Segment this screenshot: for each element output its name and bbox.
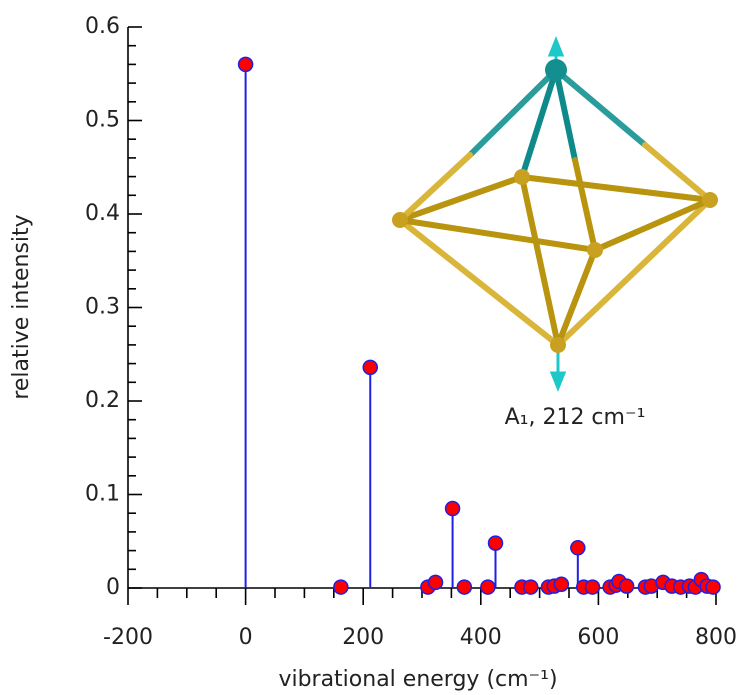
stem-marker [553, 576, 570, 593]
y-tick-label: 0.2 [85, 388, 120, 413]
stem-marker [237, 56, 254, 73]
x-tick-label: -200 [103, 625, 153, 650]
y-tick-label: 0.3 [85, 295, 120, 320]
stem-marker [705, 579, 721, 595]
x-tick-label: 0 [239, 625, 253, 650]
x-tick-label: 600 [577, 625, 619, 650]
y-tick-label: 0.4 [85, 201, 120, 226]
stem-marker [333, 579, 349, 595]
stem-marker [480, 579, 496, 595]
y-tick-label: 0.1 [85, 482, 120, 507]
stem-marker [456, 579, 473, 595]
stem-marker [584, 579, 601, 595]
y-tick-label: 0.6 [85, 14, 120, 39]
stem-marker [427, 574, 444, 591]
x-tick-label: 400 [460, 625, 502, 650]
y-axis-label: relative intensity [9, 214, 34, 399]
y-tick-label: 0 [106, 575, 120, 600]
y-tick-label: 0.5 [85, 108, 120, 133]
x-tick-label: 200 [342, 625, 384, 650]
stem-marker [444, 500, 461, 517]
x-axis-label: vibrational energy (cm⁻¹) [278, 667, 557, 692]
stem-marker [570, 540, 586, 556]
stem-marker [487, 535, 504, 551]
annotation: A₁, 212 cm⁻¹ [505, 405, 646, 430]
stem-marker [618, 578, 635, 594]
molecule-inset [392, 35, 718, 393]
stem-marker [362, 359, 379, 376]
stem-marker [523, 579, 539, 595]
x-tick-label: 800 [695, 625, 737, 650]
